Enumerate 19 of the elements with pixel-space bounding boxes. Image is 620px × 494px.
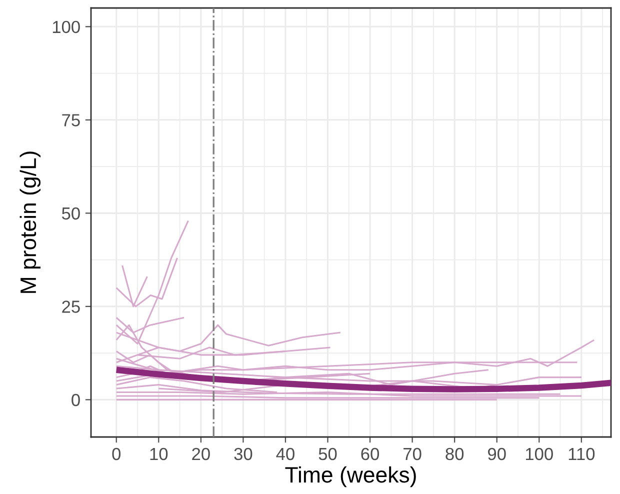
x-tick-label: 90 [488, 448, 506, 460]
x-tick-label: 30 [234, 448, 252, 460]
x-tick-label: 60 [361, 448, 379, 460]
x-axis-title: Time (weeks) [285, 466, 416, 488]
y-tick-label: 25 [62, 300, 80, 313]
x-tick-label: 50 [318, 448, 337, 460]
x-tick-label: 70 [404, 448, 422, 460]
x-tick-label: 20 [192, 448, 210, 460]
y-axis-title: M protein (g/L) [20, 152, 41, 293]
x-tick-label: 110 [568, 448, 595, 460]
y-tick-label: 75 [62, 114, 80, 126]
x-tick-label: 80 [446, 448, 464, 460]
x-tick-label: 40 [276, 448, 294, 460]
x-tick-label: 10 [150, 448, 168, 460]
x-tick-label: 0 [112, 448, 121, 460]
y-tick-label: 50 [62, 207, 80, 220]
y-tick-label: 100 [52, 20, 80, 34]
y-tick-label: 0 [72, 394, 80, 406]
x-tick-label: 100 [526, 448, 553, 460]
